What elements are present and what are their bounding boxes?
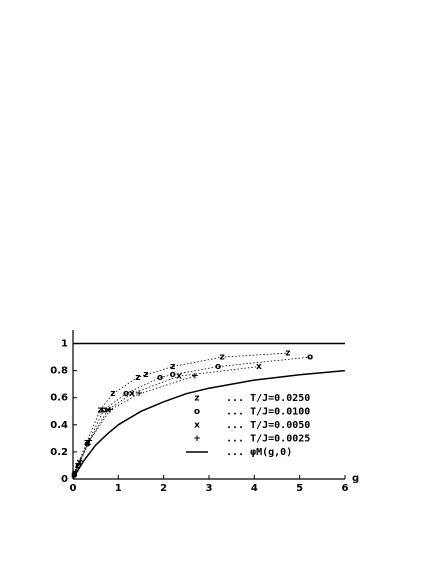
marker: + (106, 405, 114, 415)
legend-marker: x (194, 421, 200, 431)
x-axis-label: g (352, 473, 359, 484)
marker: z (98, 405, 103, 415)
legend-label: ... φM(g,0) (226, 447, 292, 458)
marker: z (135, 373, 140, 383)
marker: z (110, 389, 115, 399)
dotted-line (74, 375, 196, 473)
dotted-line (74, 366, 259, 474)
legend-label: ... T/J=0.0050 (226, 420, 310, 431)
x-tick-label: 1 (115, 483, 122, 494)
x-tick-label: 2 (160, 483, 167, 494)
legend-marker: o (194, 407, 200, 417)
marker: o (215, 362, 221, 372)
marker: + (71, 468, 79, 478)
x-tick-label: 5 (296, 483, 303, 494)
marker: o (307, 353, 313, 363)
marker: x (105, 405, 111, 415)
x-tick-label: 4 (251, 483, 258, 494)
marker: z (143, 370, 148, 380)
marker: x (76, 458, 82, 468)
x-tick-label: 3 (206, 483, 213, 494)
legend-label: ... T/J=0.0025 (226, 434, 310, 445)
y-tick-label: 0.8 (50, 366, 68, 377)
y-tick-label: 0.6 (50, 393, 68, 404)
marker: z (220, 353, 225, 363)
legend-marker: z (194, 394, 199, 404)
marker: x (176, 372, 182, 382)
marker: + (191, 372, 199, 382)
marker: o (157, 373, 163, 383)
dotted-line (73, 352, 288, 476)
y-tick-label: 1 (61, 339, 68, 350)
marker: x (256, 362, 262, 372)
marker: z (285, 349, 290, 359)
legend-label: ... T/J=0.0100 (226, 407, 310, 418)
y-tick-label: 0.4 (50, 420, 68, 431)
marker: z (84, 438, 89, 448)
x-tick-label: 6 (342, 483, 349, 494)
marker: z (170, 362, 175, 372)
legend-label: ... T/J=0.0250 (226, 393, 310, 404)
y-tick-label: 0 (61, 474, 68, 485)
marker: o (75, 461, 81, 471)
marker: + (76, 457, 84, 467)
legend-marker: + (193, 434, 201, 444)
marker: z (71, 470, 76, 480)
marker: o (101, 405, 107, 415)
marker: + (86, 437, 94, 447)
marker: + (135, 389, 143, 399)
curve (72, 369, 346, 480)
marker: o (170, 370, 176, 380)
x-tick-label: 0 (70, 483, 77, 494)
y-tick-label: 0.2 (50, 447, 68, 458)
marker: x (129, 389, 135, 399)
marker: o (123, 389, 129, 399)
